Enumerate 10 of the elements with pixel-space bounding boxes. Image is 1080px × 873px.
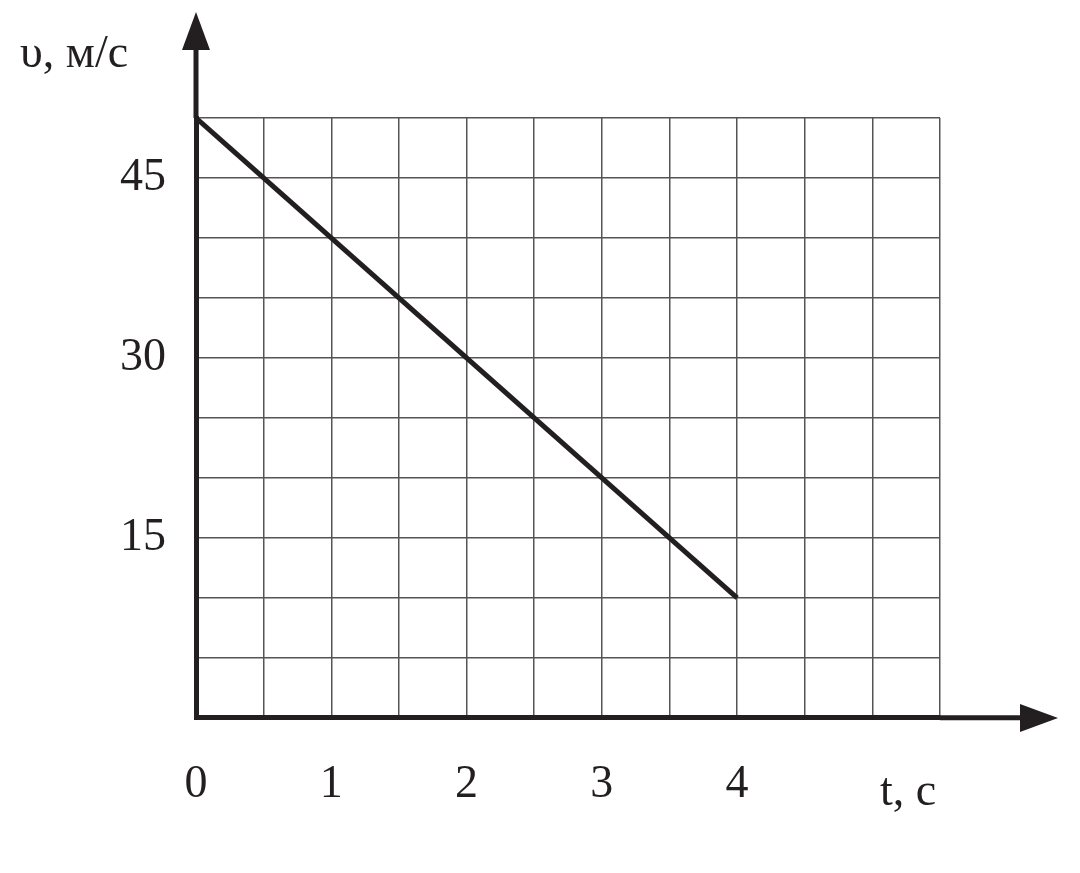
x-tick-label: 2 — [455, 756, 479, 808]
x-tick-label: 0 — [184, 756, 208, 808]
y-axis-title: υ, м/с — [20, 26, 129, 78]
x-tick-label: 3 — [590, 756, 614, 808]
y-tick-label: 15 — [120, 508, 166, 560]
x-tick-label: 1 — [319, 756, 343, 808]
y-tick-label: 45 — [120, 149, 166, 201]
x-axis-title: t, с — [880, 763, 937, 815]
x-tick-label: 4 — [725, 756, 749, 808]
y-tick-label: 30 — [120, 329, 166, 380]
